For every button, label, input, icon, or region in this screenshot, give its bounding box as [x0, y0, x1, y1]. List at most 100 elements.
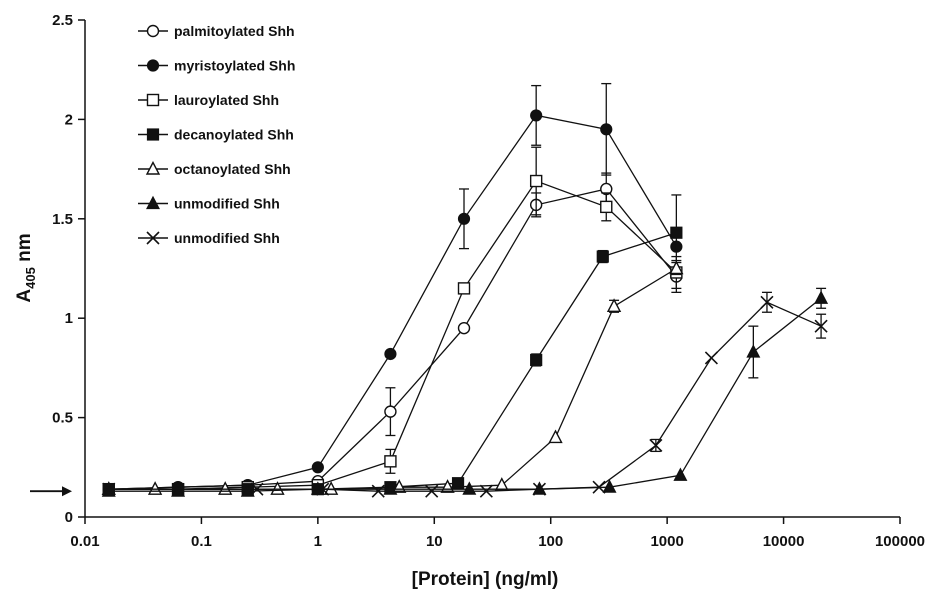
data-point — [606, 298, 622, 312]
data-point — [425, 484, 439, 498]
data-point — [669, 260, 684, 275]
legend-marker — [146, 24, 160, 38]
x-tick-label: 0.01 — [70, 533, 99, 550]
data-point — [462, 481, 477, 495]
data-point — [457, 212, 471, 225]
series-line — [108, 232, 677, 490]
y-tick-label: 1 — [65, 310, 73, 327]
data-point — [600, 123, 613, 136]
legend-item: unmodified Shh — [138, 196, 280, 212]
series-1 — [102, 172, 683, 496]
data-point — [250, 482, 264, 496]
data-point-stroke — [814, 319, 828, 333]
y-tick-label: 0 — [65, 509, 73, 526]
data-point — [384, 405, 397, 418]
baseline-arrow — [30, 486, 72, 497]
data-point — [323, 481, 339, 495]
data-point — [548, 429, 563, 444]
legend-item: unmodified Shh — [138, 230, 280, 246]
data-point — [600, 200, 613, 214]
data-point — [384, 347, 397, 361]
data-point — [270, 481, 285, 495]
data-point-stroke — [592, 480, 606, 494]
y-tick-label: 2.5 — [52, 12, 73, 29]
legend-item: octanoylated Shh — [138, 160, 291, 177]
data-point — [479, 484, 493, 498]
data-point-stroke — [479, 484, 493, 498]
data-point — [457, 321, 471, 335]
data-point — [673, 467, 688, 481]
data-point — [592, 480, 606, 494]
legend-marker — [146, 59, 160, 72]
data-point-stroke — [316, 482, 330, 496]
data-point — [529, 174, 543, 188]
series-line — [108, 301, 822, 492]
data-point — [457, 282, 471, 295]
legend-marker — [146, 93, 160, 107]
x-tick-label: 100000 — [875, 533, 925, 550]
legend-label: palmitoylated Shh — [174, 23, 295, 39]
baseline-arrow-head — [62, 486, 72, 497]
legend-marker — [146, 128, 160, 141]
data-point — [649, 438, 663, 452]
x-tick-label: 1000 — [650, 533, 683, 550]
data-point — [240, 483, 255, 497]
legend-marker — [146, 231, 160, 245]
legend-label: octanoylated Shh — [174, 161, 291, 177]
legend-marker — [145, 160, 161, 175]
data-point — [530, 353, 543, 367]
data-point — [102, 482, 116, 496]
legend-item: palmitoylated Shh — [138, 23, 295, 39]
y-axis-title-main: A — [14, 289, 35, 303]
data-point-stroke — [704, 351, 718, 365]
x-tick-label: 0.1 — [191, 533, 212, 550]
legend-item: decanoylated Shh — [138, 127, 294, 143]
legend-marker-stroke — [146, 231, 160, 245]
y-tick-label: 0.5 — [52, 410, 73, 427]
data-point — [670, 226, 683, 239]
data-point — [760, 295, 774, 309]
legend: palmitoylated Shh myristoylated Shh lauroy… — [138, 23, 295, 246]
data-point-stroke — [250, 482, 264, 496]
series-layer — [101, 82, 829, 498]
data-point — [371, 484, 385, 498]
x-axis-title: [Protein] (ng/ml) — [412, 569, 559, 590]
series-line — [108, 180, 677, 490]
legend-marker — [146, 195, 160, 210]
y-axis-title: A405 nm — [14, 233, 38, 302]
data-point-stroke — [425, 484, 439, 498]
data-point-stroke — [102, 482, 116, 496]
data-point — [316, 482, 330, 496]
y-tick-label: 2 — [65, 111, 73, 128]
data-point — [704, 351, 718, 365]
legend-item: myristoylated Shh — [138, 58, 295, 74]
legend-label: decanoylated Shh — [174, 127, 294, 143]
data-point — [311, 461, 324, 474]
series-2 — [102, 82, 683, 496]
data-point-stroke — [371, 484, 385, 498]
data-point — [596, 250, 609, 263]
legend-label: myristoylated Shh — [174, 58, 295, 74]
legend-item: lauroylated Shh — [138, 92, 279, 108]
y-axis-title-subscript: 405 — [23, 267, 38, 289]
legend-label: lauroylated Shh — [174, 92, 279, 108]
series-7 — [102, 291, 828, 498]
y-tick-group: 0 0.5 1 1.5 2 2.5 — [52, 12, 85, 526]
data-point-stroke — [760, 295, 774, 309]
x-tick-label: 10000 — [763, 533, 805, 550]
data-point — [494, 477, 509, 491]
axes — [84, 20, 900, 518]
data-point — [384, 455, 397, 468]
y-tick-label: 1.5 — [52, 211, 73, 228]
y-axis-title-unit: nm — [14, 233, 35, 267]
data-point — [746, 344, 761, 358]
legend-label: unmodified Shh — [174, 196, 280, 212]
x-tick-label: 10 — [426, 533, 443, 550]
data-point — [814, 319, 828, 333]
x-tick-label: 1 — [314, 533, 322, 550]
data-point-stroke — [649, 438, 663, 452]
x-tick-group: 0.01 0.1 1 10 100 1000 10000 100000 — [70, 517, 925, 550]
data-point-stroke — [532, 482, 546, 496]
data-point — [171, 483, 186, 497]
